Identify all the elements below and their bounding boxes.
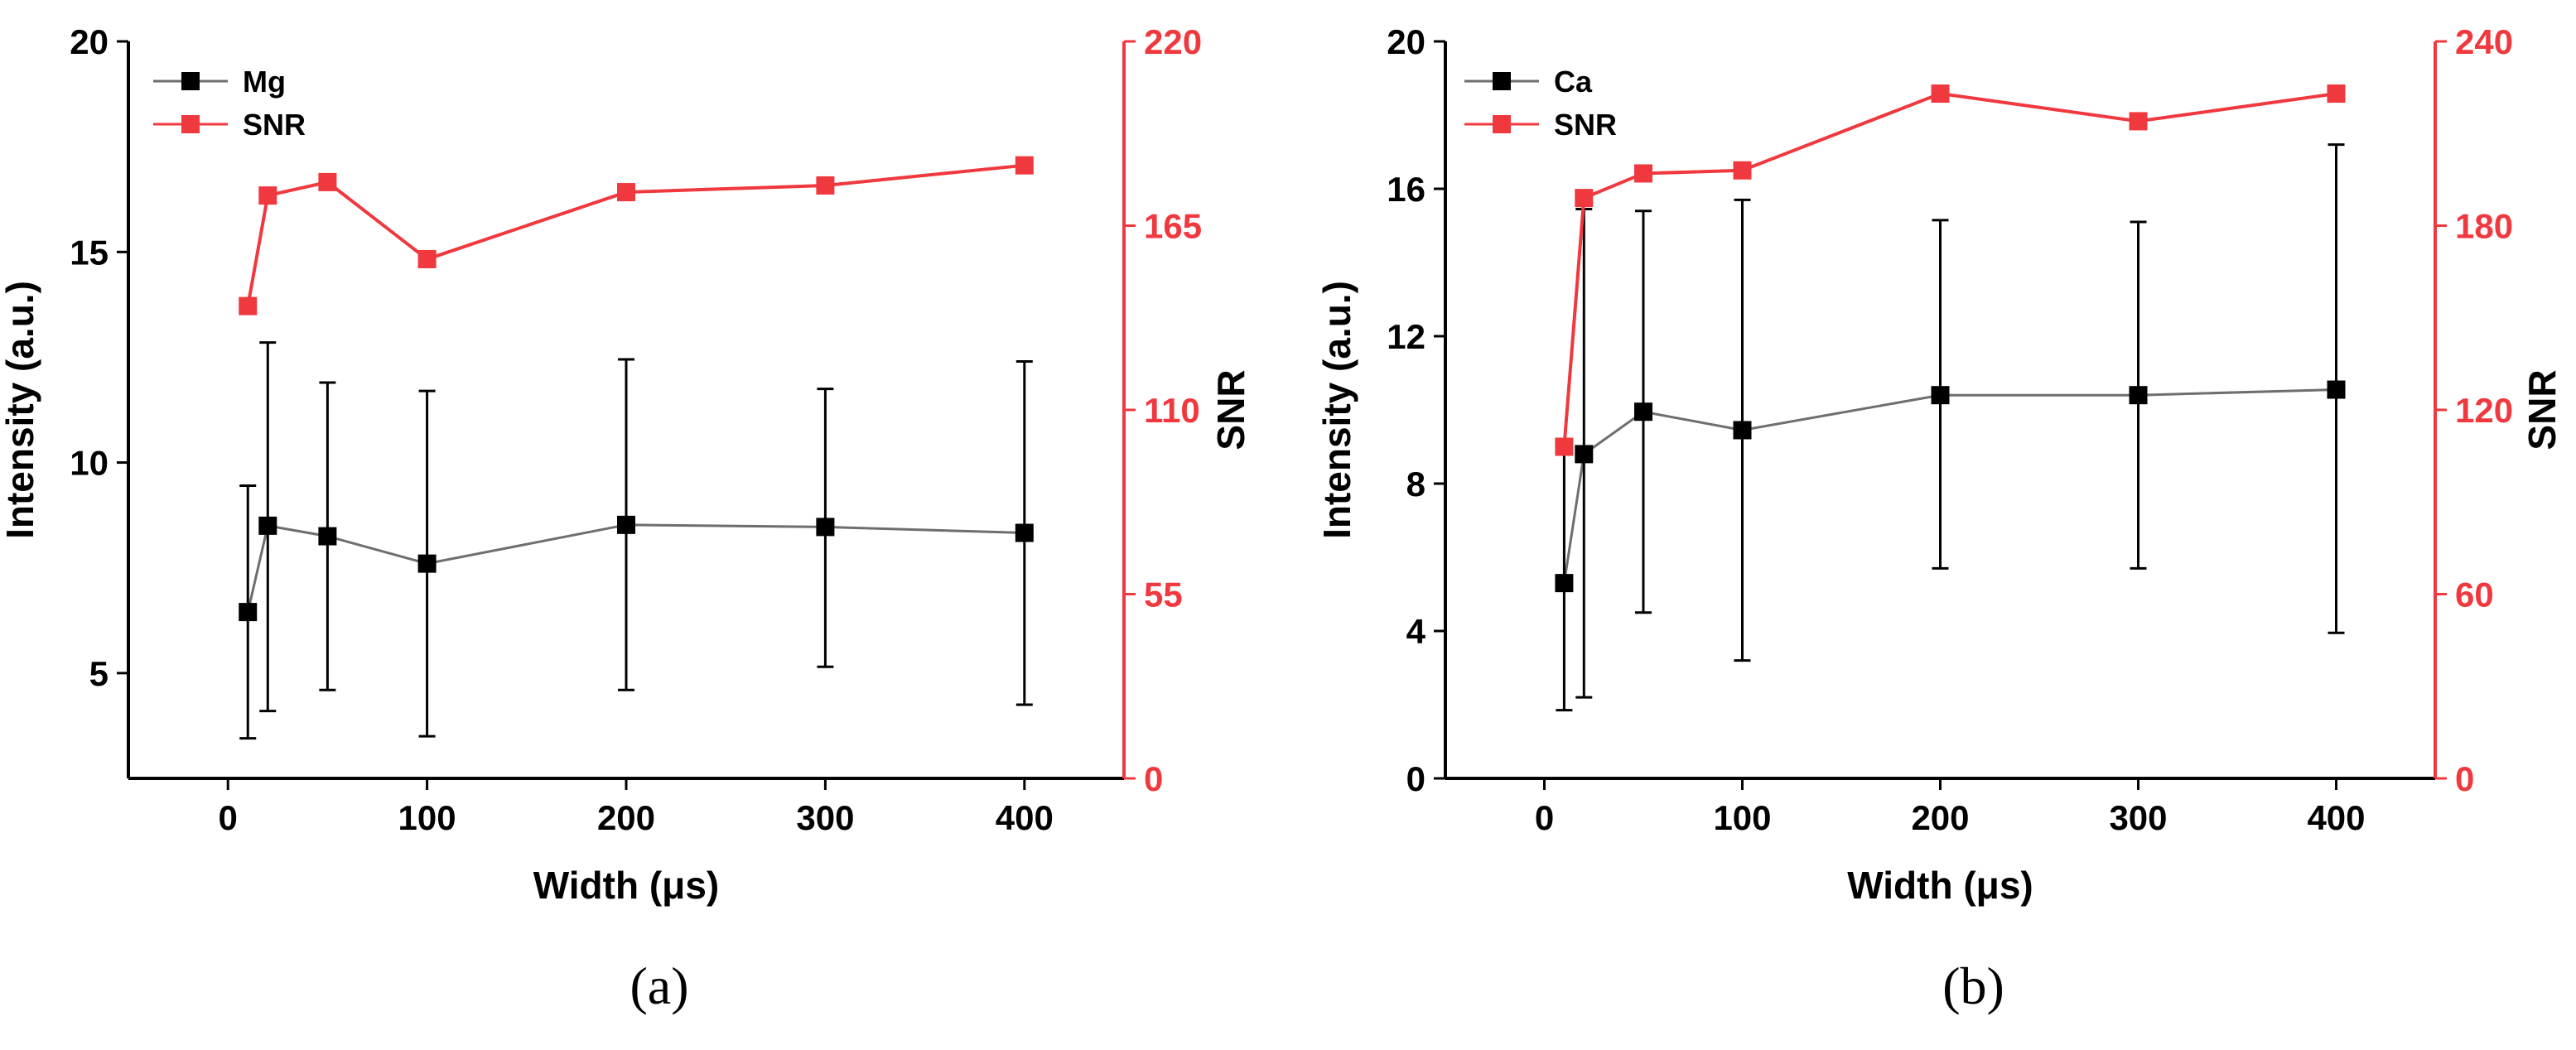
data-point-snr — [2129, 112, 2148, 131]
data-point-ca — [1575, 445, 1594, 464]
x-tick-label: 0 — [219, 798, 238, 837]
y2-axis-title: SNR — [1209, 369, 1252, 450]
y-tick-label: 8 — [1406, 465, 1425, 503]
legend-marker — [1493, 115, 1511, 133]
data-point-snr — [318, 172, 337, 191]
data-point-mg — [258, 516, 277, 535]
y2-tick-label: 55 — [1144, 576, 1183, 614]
data-point-snr — [1931, 84, 1950, 104]
data-point-mg — [1015, 523, 1034, 542]
series-snr — [239, 156, 1034, 315]
data-point-ca — [2129, 386, 2148, 405]
data-point-ca — [2327, 380, 2346, 399]
data-point-mg — [318, 527, 337, 546]
y-tick-label: 10 — [70, 444, 109, 483]
data-point-snr — [1015, 156, 1034, 175]
x-tick-label: 0 — [1535, 798, 1554, 837]
legend-marker — [181, 72, 200, 90]
y-tick-label: 16 — [1387, 170, 1425, 209]
y2-tick-label: 110 — [1144, 391, 1200, 430]
data-point-snr — [816, 176, 835, 195]
data-point-ca — [1931, 386, 1950, 405]
y-tick-label: 12 — [1387, 317, 1425, 356]
data-point-ca — [1733, 421, 1752, 440]
legend-item-snr: SNR — [153, 108, 306, 142]
panel-label: (a) — [630, 956, 688, 1015]
legend-marker — [1493, 72, 1511, 90]
series-mg — [239, 341, 1034, 740]
series-line-snr — [246, 163, 1025, 306]
x-axis-title: Width (μs) — [533, 864, 719, 907]
y-tick-label: 15 — [70, 233, 109, 272]
y2-tick-label: 0 — [1144, 759, 1163, 798]
data-point-ca — [1634, 402, 1652, 421]
x-tick-label: 200 — [1911, 798, 1969, 837]
data-point-snr — [1733, 161, 1752, 180]
legend-label: SNR — [243, 108, 306, 142]
x-axis-title: Width (μs) — [1847, 864, 2033, 907]
series-ca — [1555, 143, 2346, 712]
data-point-snr — [239, 296, 258, 315]
legend-label: SNR — [1554, 108, 1617, 142]
data-point-snr — [417, 249, 437, 268]
data-point-snr — [1555, 437, 1574, 456]
data-point-mg — [816, 518, 835, 537]
series-line-mg — [246, 523, 1025, 613]
x-tick-label: 400 — [996, 798, 1054, 837]
y-tick-label: 4 — [1406, 612, 1426, 651]
y-tick-label: 0 — [1406, 759, 1425, 798]
legend-item-snr: SNR — [1464, 108, 1617, 142]
x-tick-label: 300 — [2109, 798, 2167, 837]
legend-label: Mg — [243, 65, 286, 99]
legend-label: Ca — [1554, 65, 1593, 99]
legend-marker — [181, 115, 200, 133]
chart-panel-2: 0 100 200 300 400048121620060120180240Width … — [1315, 22, 2564, 1015]
x-tick-label: 100 — [398, 798, 456, 837]
y2-tick-label: 240 — [2455, 22, 2513, 61]
data-point-snr — [1575, 189, 1594, 208]
y2-tick-label: 0 — [2455, 759, 2474, 798]
panel-label: (b) — [1942, 956, 2004, 1015]
y-tick-label: 5 — [89, 654, 109, 693]
series-line-ca — [1562, 388, 2337, 584]
legend-item-mg: Mg — [153, 65, 286, 99]
legend-item-ca: Ca — [1464, 65, 1593, 99]
x-tick-label: 100 — [1713, 798, 1771, 837]
legend: Mg SNR — [153, 65, 306, 142]
y-tick-label: 20 — [1387, 22, 1425, 61]
data-point-snr — [2327, 84, 2346, 104]
series-snr — [1555, 84, 2346, 456]
data-point-mg — [239, 603, 258, 622]
y2-tick-label: 120 — [2455, 391, 2513, 430]
data-point-mg — [417, 554, 437, 573]
data-point-snr — [258, 186, 277, 205]
y2-tick-label: 220 — [1144, 22, 1202, 61]
y-tick-label: 20 — [70, 22, 109, 61]
data-point-snr — [617, 183, 635, 202]
y-axis-title: Intensity (a.u.) — [0, 281, 41, 539]
x-tick-label: 300 — [796, 798, 854, 837]
data-point-snr — [1634, 164, 1652, 183]
data-point-mg — [617, 515, 635, 534]
y2-tick-label: 180 — [2455, 207, 2513, 246]
y2-tick-label: 165 — [1144, 207, 1202, 246]
y-axis-title: Intensity (a.u.) — [1315, 281, 1358, 539]
data-point-ca — [1555, 574, 1574, 593]
y2-tick-label: 60 — [2455, 576, 2494, 614]
x-tick-label: 400 — [2307, 798, 2365, 837]
y2-axis-title: SNR — [2521, 369, 2564, 450]
x-tick-label: 200 — [597, 798, 655, 837]
legend: Ca SNR — [1464, 65, 1617, 142]
